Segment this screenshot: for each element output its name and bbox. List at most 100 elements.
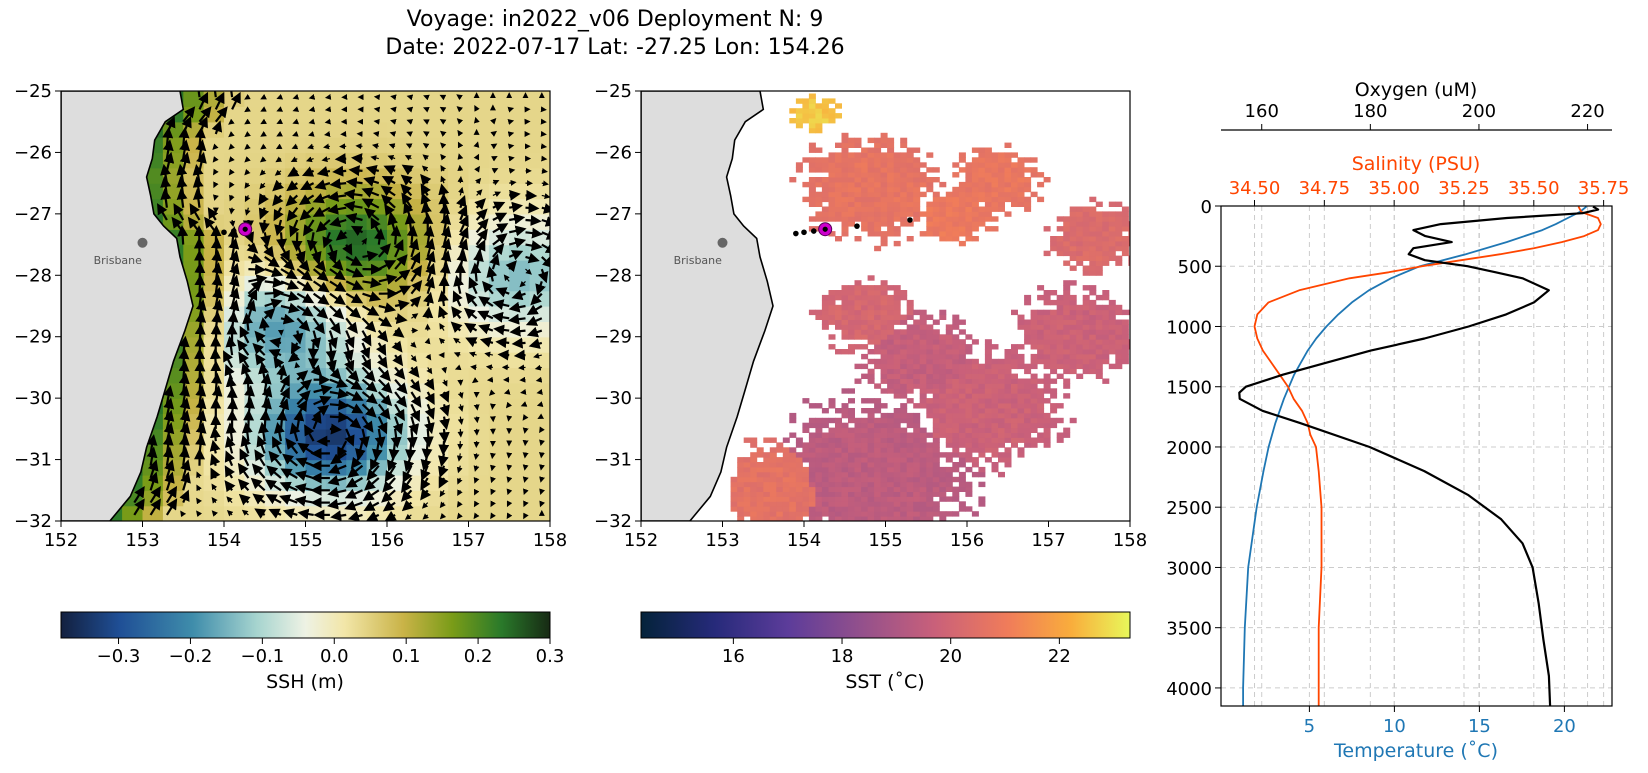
current-arrow bbox=[475, 239, 486, 258]
current-arrow bbox=[228, 143, 235, 150]
current-arrow bbox=[509, 179, 517, 186]
current-arrow bbox=[439, 118, 447, 125]
current-arrow bbox=[192, 176, 204, 196]
current-arrow bbox=[410, 391, 422, 408]
current-arrow bbox=[506, 500, 513, 508]
current-arrow bbox=[380, 185, 396, 197]
current-arrow bbox=[261, 385, 273, 405]
figure-title: Voyage: in2022_v06 Deployment N: 9 Date:… bbox=[0, 6, 1230, 62]
current-arrow bbox=[244, 143, 251, 150]
current-arrow bbox=[484, 351, 494, 358]
current-arrow bbox=[329, 292, 346, 305]
current-arrow bbox=[525, 227, 544, 239]
current-arrow bbox=[458, 214, 469, 233]
current-arrow bbox=[258, 193, 269, 206]
current-arrow bbox=[244, 118, 251, 125]
current-arrow bbox=[508, 237, 527, 249]
current-arrow bbox=[492, 223, 509, 234]
current-arrow bbox=[508, 301, 526, 313]
current-arrow bbox=[308, 106, 316, 113]
depth-tick-label: 3000 bbox=[1166, 558, 1212, 579]
current-arrow bbox=[323, 143, 331, 150]
current-arrow bbox=[457, 153, 464, 160]
current-arrow bbox=[291, 143, 299, 150]
sst-xtick-label: 158 bbox=[1113, 530, 1147, 551]
ssh-colorbar-tick-label: 0.3 bbox=[536, 646, 565, 667]
current-arrow bbox=[439, 106, 447, 113]
current-arrow bbox=[450, 321, 463, 334]
current-arrow bbox=[473, 477, 480, 484]
current-arrow bbox=[439, 94, 447, 101]
current-arrow bbox=[400, 183, 413, 197]
current-arrow bbox=[244, 195, 251, 203]
current-arrow bbox=[264, 266, 284, 278]
ssh-xtick-label: 158 bbox=[533, 530, 567, 551]
current-arrow bbox=[424, 276, 435, 295]
current-arrow bbox=[478, 296, 494, 307]
current-arrow bbox=[178, 126, 190, 147]
current-arrow bbox=[378, 316, 393, 328]
current-arrow bbox=[162, 126, 174, 147]
current-arrow bbox=[160, 163, 171, 184]
current-arrow bbox=[490, 500, 496, 508]
current-arrow bbox=[163, 385, 174, 405]
current-arrow bbox=[422, 513, 429, 520]
current-arrow bbox=[457, 489, 463, 497]
current-arrow bbox=[212, 299, 223, 319]
profile-frame bbox=[1220, 205, 1613, 707]
current-arrow bbox=[421, 502, 429, 509]
current-arrow bbox=[224, 435, 236, 454]
current-arrow bbox=[344, 488, 363, 499]
current-arrow bbox=[410, 354, 417, 362]
ssh-map-axes: 152 153 154 155 156 157 158 −32 −31 −30 −29 −28 −27 −… bbox=[14, 81, 567, 551]
current-arrow bbox=[214, 106, 228, 123]
current-arrow bbox=[476, 189, 483, 196]
current-arrow bbox=[457, 141, 464, 149]
current-arrow bbox=[473, 416, 480, 424]
current-arrow bbox=[160, 176, 172, 196]
current-arrow bbox=[163, 422, 175, 442]
current-arrow bbox=[289, 422, 301, 442]
current-arrow bbox=[254, 508, 267, 519]
current-arrow bbox=[211, 311, 223, 331]
current-arrow bbox=[195, 286, 207, 307]
current-arrow bbox=[282, 508, 298, 519]
current-arrow bbox=[133, 486, 145, 504]
current-arrow bbox=[474, 177, 482, 185]
current-arrow bbox=[456, 118, 464, 125]
ssh-colorbar: −0.3 −0.2 −0.1 0.0 0.1 0.2 0.3 SSH (m) bbox=[60, 611, 565, 693]
current-arrow bbox=[492, 201, 506, 212]
current-arrow bbox=[522, 476, 529, 483]
current-arrow bbox=[228, 131, 235, 138]
depth-tick-label: 4000 bbox=[1166, 679, 1212, 700]
current-arrow bbox=[276, 232, 288, 250]
current-arrow bbox=[328, 317, 341, 335]
current-arrow bbox=[392, 326, 405, 338]
city-marker bbox=[137, 237, 148, 248]
current-arrow bbox=[292, 131, 299, 137]
current-arrow bbox=[371, 143, 379, 150]
ssh-xtick-label: 156 bbox=[370, 530, 404, 551]
depth-tick-label: 0 bbox=[1201, 197, 1212, 218]
current-arrow bbox=[273, 207, 284, 222]
current-arrow bbox=[296, 370, 309, 382]
current-arrow bbox=[163, 151, 175, 172]
current-arrow bbox=[392, 354, 404, 367]
oxygen-axis-label: Oxygen (uM) bbox=[1355, 79, 1478, 101]
current-arrow bbox=[248, 274, 268, 286]
current-arrow bbox=[244, 384, 255, 405]
current-arrow bbox=[525, 202, 540, 214]
depth-tick-label: 3500 bbox=[1166, 619, 1212, 640]
oxygen-tick-label: 160 bbox=[1245, 101, 1279, 122]
current-arrow bbox=[329, 268, 346, 281]
current-arrow bbox=[473, 488, 480, 496]
title-line-1: Voyage: in2022_v06 Deployment N: 9 bbox=[406, 7, 824, 32]
current-arrow bbox=[539, 476, 545, 483]
current-arrow bbox=[490, 476, 496, 484]
current-arrow bbox=[195, 311, 207, 331]
current-arrow bbox=[535, 376, 543, 383]
current-arrow bbox=[229, 219, 236, 228]
current-arrow bbox=[210, 372, 222, 393]
current-arrow bbox=[195, 384, 207, 405]
current-arrow bbox=[210, 237, 222, 257]
